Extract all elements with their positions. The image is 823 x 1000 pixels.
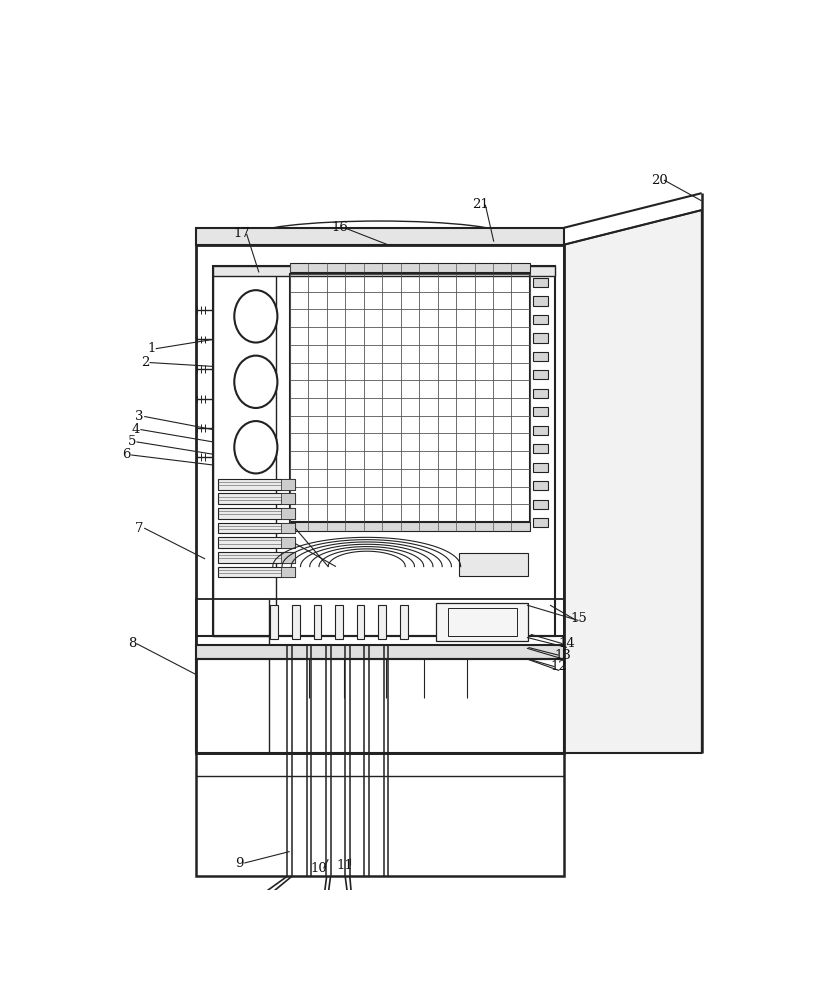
Text: 15: 15 — [570, 612, 587, 625]
Text: 2: 2 — [141, 356, 149, 369]
Bar — [218, 552, 295, 563]
Bar — [533, 278, 548, 287]
Bar — [218, 508, 295, 519]
Text: 11: 11 — [337, 859, 354, 872]
Bar — [533, 389, 548, 398]
Text: 5: 5 — [128, 435, 136, 448]
Bar — [533, 463, 548, 472]
Bar — [533, 370, 548, 379]
Text: 4: 4 — [132, 423, 140, 436]
Text: 6: 6 — [123, 448, 131, 461]
Bar — [356, 605, 365, 639]
Bar — [218, 537, 295, 548]
Bar — [335, 605, 343, 639]
Bar — [212, 266, 556, 636]
Bar — [290, 522, 530, 531]
Text: 8: 8 — [128, 637, 136, 650]
Bar — [533, 315, 548, 324]
Bar — [196, 659, 564, 753]
Bar — [533, 407, 548, 416]
Bar — [281, 508, 295, 519]
Bar — [292, 605, 300, 639]
Text: 21: 21 — [472, 198, 489, 211]
Ellipse shape — [235, 356, 277, 408]
Bar — [218, 493, 295, 504]
Bar — [218, 523, 295, 533]
Bar — [212, 266, 276, 636]
Bar — [436, 603, 528, 641]
Bar — [218, 479, 295, 490]
Bar — [196, 245, 564, 753]
Text: 17: 17 — [234, 227, 250, 240]
Bar — [400, 605, 407, 639]
Bar — [196, 753, 564, 876]
Bar — [314, 605, 321, 639]
Text: 16: 16 — [332, 221, 348, 234]
Bar — [281, 537, 295, 548]
Text: 20: 20 — [651, 174, 667, 187]
Bar — [281, 523, 295, 533]
Bar — [459, 553, 528, 576]
Ellipse shape — [235, 290, 277, 343]
Bar — [533, 444, 548, 453]
Polygon shape — [564, 210, 702, 753]
Bar — [533, 426, 548, 435]
Bar — [281, 479, 295, 490]
Text: 10: 10 — [310, 862, 328, 875]
Text: 7: 7 — [135, 522, 144, 535]
Bar — [379, 605, 386, 639]
Bar — [448, 608, 517, 636]
Bar — [196, 228, 564, 245]
Bar — [218, 567, 295, 577]
Text: 14: 14 — [559, 637, 575, 650]
Bar — [533, 481, 548, 490]
Text: 1: 1 — [147, 342, 156, 355]
Bar — [271, 605, 278, 639]
Bar — [533, 500, 548, 509]
Bar — [281, 493, 295, 504]
Text: 9: 9 — [235, 857, 244, 870]
Bar — [290, 263, 530, 272]
Bar — [290, 274, 530, 522]
Bar — [533, 296, 548, 306]
Bar — [533, 518, 548, 527]
Bar — [533, 333, 548, 343]
Bar — [196, 645, 564, 659]
Bar — [212, 266, 556, 276]
Ellipse shape — [235, 421, 277, 473]
Text: 3: 3 — [135, 410, 144, 423]
Bar — [281, 567, 295, 577]
Bar — [196, 599, 564, 645]
Text: 12: 12 — [551, 660, 568, 673]
Bar — [533, 352, 548, 361]
Text: 13: 13 — [555, 649, 571, 662]
Bar — [281, 552, 295, 563]
